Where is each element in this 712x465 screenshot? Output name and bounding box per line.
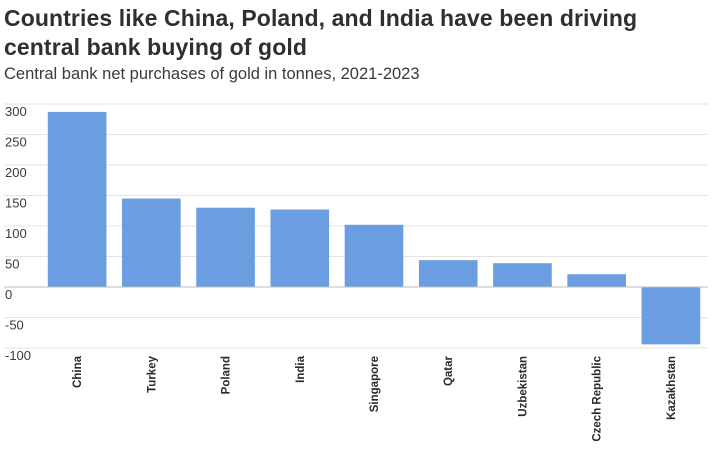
y-tick-label-200: 200 (5, 165, 27, 180)
chart-title-line-1: Countries like China, Poland, and India … (4, 5, 638, 31)
x-tick-label-china: China (72, 355, 84, 388)
chart-title: Countries like China, Poland, and India … (4, 4, 708, 62)
x-axis-category-labels: China Turkey Poland India Singapore Qatar Uzbe… (72, 355, 678, 441)
bar-czech-republic (567, 274, 626, 287)
bars (47, 111, 701, 345)
y-tick-label-50: 50 (5, 257, 19, 272)
bar-singapore (344, 224, 404, 287)
y-tick-label-300: 300 (5, 104, 27, 119)
x-tick-label-singapore: Singapore (369, 356, 381, 412)
y-tick-label-100: 100 (5, 226, 27, 241)
y-tick-label-neg50: -50 (5, 318, 24, 333)
x-tick-label-czech-republic: Czech Republic (592, 355, 604, 441)
bar-turkey (122, 198, 181, 287)
chart-subtitle: Central bank net purchases of gold in to… (4, 65, 420, 83)
x-tick-label-turkey: Turkey (146, 355, 158, 392)
x-tick-label-poland: Poland (221, 356, 233, 394)
bar-india (270, 209, 330, 287)
bar-china (47, 111, 107, 288)
y-tick-label-neg100: -100 (5, 348, 31, 363)
bar-poland (196, 207, 255, 287)
y-axis-tick-labels: 300 250 200 150 100 50 0 -50 -100 (5, 104, 31, 363)
y-tick-label-150: 150 (5, 196, 27, 211)
x-tick-label-qatar: Qatar (443, 355, 455, 386)
chart-title-line-2: central bank buying of gold (4, 34, 307, 60)
y-tick-label-0: 0 (5, 287, 12, 302)
y-tick-label-250: 250 (5, 135, 27, 150)
bar-kazakhstan (641, 287, 701, 345)
x-tick-label-uzbekistan: Uzbekistan (517, 356, 529, 417)
bar-uzbekistan (493, 263, 552, 287)
bar-qatar (418, 260, 478, 287)
x-tick-label-kazakhstan: Kazakhstan (666, 356, 678, 420)
x-tick-label-india: India (295, 355, 307, 382)
